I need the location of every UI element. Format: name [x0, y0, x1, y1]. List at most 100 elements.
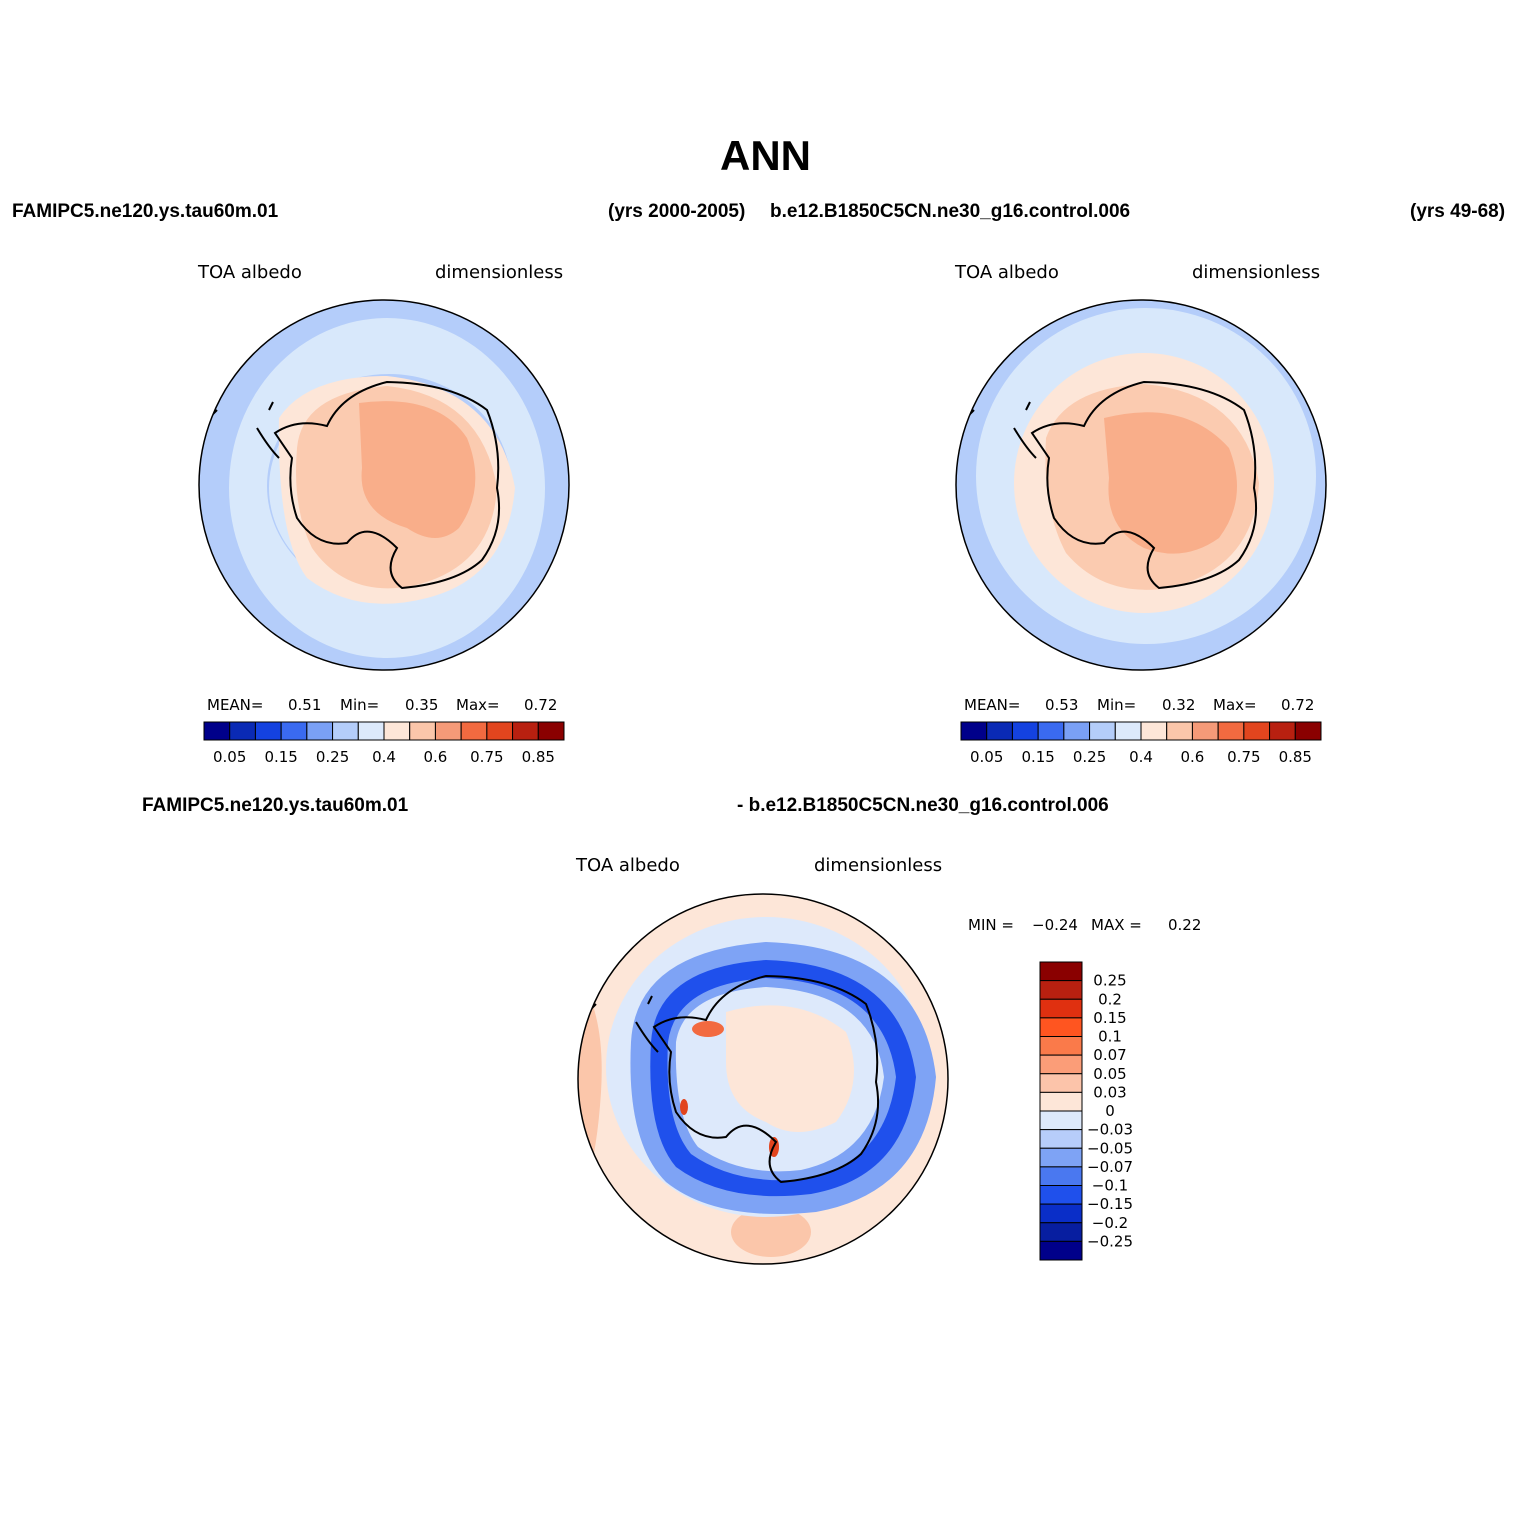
- right-polar-map: [955, 299, 1327, 671]
- left-colorbar-swatch: [357, 721, 385, 741]
- diff-polar-map: [577, 893, 949, 1265]
- diff-case-a: FAMIPC5.ne120.ys.tau60m.01: [142, 795, 409, 816]
- diff-colorbar-tick-label: 0: [1105, 1102, 1115, 1120]
- diff-colorbar-tick-label: 0.07: [1093, 1046, 1126, 1064]
- diff-colorbar-tick-label: −0.1: [1092, 1177, 1128, 1195]
- diff-colorbar-tick-label: 0.2: [1098, 990, 1122, 1008]
- left-mean-label: MEAN=: [207, 696, 264, 714]
- left-case-years: (yrs 2000-2005): [608, 201, 746, 222]
- diff-colorbar-swatch: [1039, 1222, 1083, 1242]
- diff-colorbar-swatch: [1039, 1185, 1083, 1205]
- left-colorbar-swatch: [486, 721, 514, 741]
- right-colorbar-swatch: [1089, 721, 1116, 741]
- left-colorbar-swatch: [306, 721, 334, 741]
- diff-colorbar-tick-label: −0.05: [1087, 1139, 1133, 1157]
- right-min-value: 0.32: [1162, 696, 1196, 714]
- right-case-name: b.e12.B1850C5CN.ne30_g16.control.006: [770, 201, 1131, 222]
- right-max-label: Max=: [1213, 696, 1257, 714]
- right-max-value: 0.72: [1281, 696, 1315, 714]
- right-mean-value: 0.53: [1045, 696, 1079, 714]
- right-min-label: Min=: [1097, 696, 1137, 714]
- right-case-years: (yrs 49-68): [1410, 201, 1506, 222]
- left-polar-map: [198, 299, 570, 671]
- diff-case-b: - b.e12.B1850C5CN.ne30_g16.control.006: [737, 795, 1109, 816]
- left-colorbar-tick-label: 0.05: [213, 748, 246, 766]
- diff-min-label: MIN =: [968, 916, 1014, 934]
- diff-colorbar-swatch: [1039, 1110, 1083, 1131]
- right-colorbar-tick-label: 0.6: [1180, 748, 1204, 766]
- right-colorbar-tick-label: 0.4: [1129, 748, 1153, 766]
- diff-colorbar-swatch: [1039, 998, 1083, 1019]
- left-min-label: Min=: [340, 696, 380, 714]
- right-variable-label: TOA albedo: [955, 262, 1059, 283]
- left-colorbar-tick-label: 0.15: [264, 748, 297, 766]
- right-colorbar-swatch: [1217, 721, 1245, 741]
- diff-max-value: 0.22: [1168, 916, 1202, 934]
- left-case-name: FAMIPC5.ne120.ys.tau60m.01: [12, 201, 279, 222]
- left-colorbar-swatch: [512, 721, 539, 741]
- left-colorbar: 0.050.150.250.40.60.750.850.95: [203, 721, 565, 766]
- left-colorbar-swatch: [254, 721, 282, 741]
- right-colorbar-tick-label: 0.05: [970, 748, 1003, 766]
- diff-colorbar-swatch: [1039, 1166, 1083, 1186]
- right-colorbar-swatch: [986, 721, 1013, 741]
- left-colorbar-tick-label: 0.85: [522, 748, 555, 766]
- right-colorbar-swatch: [1269, 721, 1296, 741]
- diff-colorbar-swatch: [1039, 1036, 1083, 1056]
- right-colorbar-swatch: [1294, 721, 1322, 741]
- left-min-value: 0.35: [405, 696, 439, 714]
- diff-units-label: dimensionless: [814, 855, 943, 876]
- right-colorbar-swatch: [960, 721, 988, 741]
- right-mean-label: MEAN=: [964, 696, 1021, 714]
- left-colorbar-swatch: [383, 721, 411, 741]
- right-units-label: dimensionless: [1192, 262, 1321, 283]
- diff-colorbar-swatch: [1039, 961, 1083, 982]
- diff-colorbar-tick-label: −0.03: [1087, 1121, 1133, 1139]
- right-colorbar-swatch: [1114, 721, 1142, 741]
- right-colorbar-swatch: [1191, 721, 1219, 741]
- diff-colorbar-tick-label: 0.05: [1093, 1065, 1126, 1083]
- left-max-value: 0.72: [524, 696, 558, 714]
- figure-title: ANN: [720, 132, 811, 179]
- diff-colorbar-tick-label: 0.15: [1093, 1009, 1126, 1027]
- diff-colorbar-swatch: [1039, 1240, 1083, 1261]
- diff-colorbar-tick-label: 0.03: [1093, 1083, 1126, 1101]
- right-colorbar-swatch: [1140, 721, 1168, 741]
- diff-colorbar-swatch: [1039, 1129, 1083, 1149]
- diff-min-value: −0.24: [1032, 916, 1078, 934]
- right-colorbar-swatch: [1037, 721, 1065, 741]
- diff-colorbar-swatch: [1039, 1091, 1083, 1112]
- left-colorbar-swatch: [409, 721, 436, 741]
- diff-colorbar-tick-label: 0.1: [1098, 1028, 1122, 1046]
- diff-colorbar-swatch: [1039, 1203, 1083, 1224]
- diff-colorbar-swatch: [1039, 1147, 1083, 1168]
- diff-colorbar-tick-label: 0.25: [1093, 972, 1126, 990]
- left-units-label: dimensionless: [435, 262, 564, 283]
- left-mean-value: 0.51: [288, 696, 322, 714]
- left-colorbar-swatch: [280, 721, 308, 741]
- right-colorbar-swatch: [1166, 721, 1193, 741]
- diff-colorbar-swatch: [1039, 980, 1083, 1000]
- left-colorbar-tick-label: 0.75: [470, 748, 503, 766]
- left-colorbar-swatch: [434, 721, 462, 741]
- diff-colorbar-swatch: [1039, 1017, 1083, 1037]
- diff-colorbar-tick-label: −0.07: [1087, 1158, 1133, 1176]
- diff-colorbar-tick-label: −0.25: [1087, 1232, 1133, 1250]
- left-colorbar-swatch: [537, 721, 565, 741]
- diff-colorbar-swatch: [1039, 1054, 1083, 1075]
- diff-colorbar-tick-label: −0.15: [1087, 1195, 1133, 1213]
- diff-colorbar-swatch: [1039, 1073, 1083, 1093]
- right-colorbar: 0.050.150.250.40.60.750.850.95: [960, 721, 1322, 766]
- right-colorbar-swatch: [1063, 721, 1091, 741]
- diff-colorbar-tick-label: −0.2: [1092, 1214, 1128, 1232]
- left-colorbar-swatch: [332, 721, 359, 741]
- right-colorbar-tick-label: 0.85: [1279, 748, 1312, 766]
- right-colorbar-swatch: [1243, 721, 1271, 741]
- diff-variable-label: TOA albedo: [576, 855, 680, 876]
- right-colorbar-tick-label: 0.75: [1227, 748, 1260, 766]
- left-variable-label: TOA albedo: [198, 262, 302, 283]
- left-colorbar-tick-label: 0.4: [372, 748, 396, 766]
- diff-max-label: MAX =: [1091, 916, 1142, 934]
- right-colorbar-tick-label: 0.25: [1073, 748, 1106, 766]
- left-max-label: Max=: [456, 696, 500, 714]
